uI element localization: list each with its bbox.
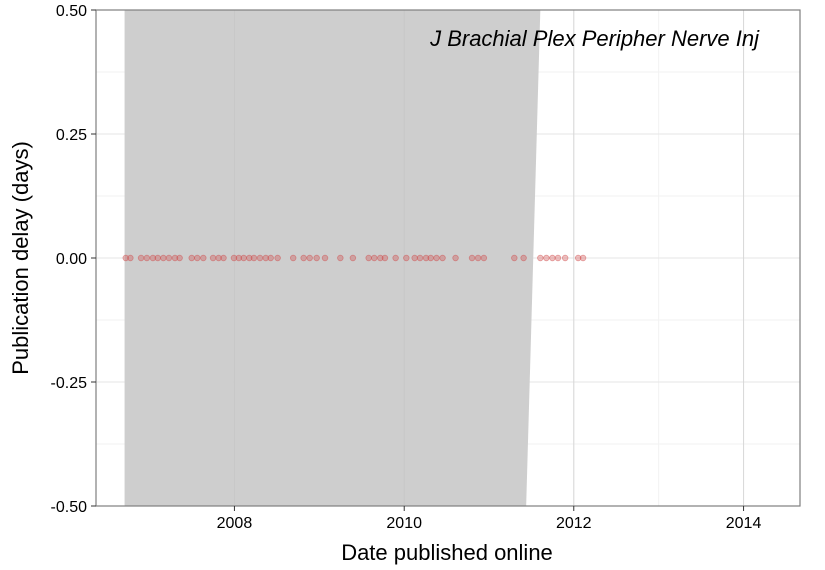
x-axis: 2008 2010 2012 2014	[217, 506, 762, 532]
y-axis-title: Publication delay (days)	[8, 141, 33, 375]
data-point	[579, 254, 587, 262]
data-point	[422, 254, 430, 262]
data-point	[160, 254, 167, 262]
x-axis-title: Date published online	[341, 540, 553, 565]
data-point	[176, 254, 183, 262]
data-point	[403, 254, 410, 262]
data-point	[215, 254, 222, 262]
data-point	[337, 254, 344, 262]
data-point	[194, 254, 201, 262]
data-point	[377, 254, 384, 262]
data-point	[274, 254, 281, 262]
data-point	[267, 254, 274, 262]
y-tick-label: -0.50	[51, 499, 88, 516]
chart-annotation: J Brachial Plex Peripher Nerve Inj	[429, 26, 760, 51]
data-point	[468, 254, 476, 262]
y-tick-label: 0.00	[56, 251, 87, 268]
data-point	[537, 254, 544, 262]
data-point	[349, 254, 357, 262]
data-point	[289, 254, 297, 262]
data-point	[240, 254, 247, 262]
data-point	[392, 254, 399, 262]
data-point	[520, 254, 527, 262]
data-point	[439, 254, 446, 262]
data-point	[262, 254, 269, 262]
x-tick-label: 2014	[726, 515, 762, 532]
data-point	[561, 254, 569, 262]
data-point	[149, 254, 157, 262]
data-point	[154, 254, 161, 262]
y-tick-label: 0.50	[56, 3, 87, 20]
data-point	[200, 254, 207, 262]
y-axis: -0.50 -0.25 0.00 0.25 0.50	[51, 3, 96, 516]
data-point	[230, 254, 238, 262]
data-point	[313, 254, 320, 262]
data-point	[321, 254, 329, 262]
data-point	[127, 254, 134, 262]
data-point	[381, 254, 389, 262]
x-tick-label: 2008	[217, 515, 253, 532]
data-point	[411, 254, 418, 262]
data-point	[452, 254, 459, 262]
data-point	[474, 254, 482, 262]
data-point	[171, 254, 179, 262]
data-point	[549, 254, 556, 262]
data-point	[480, 254, 488, 262]
data-point	[300, 254, 307, 262]
data-point	[220, 254, 227, 262]
data-point	[543, 254, 550, 262]
confidence-band	[124, 10, 541, 506]
y-tick-label: -0.25	[51, 375, 88, 392]
data-point	[188, 254, 195, 262]
data-point	[246, 254, 253, 262]
y-tick-label: 0.25	[56, 127, 87, 144]
data-point	[554, 254, 562, 262]
data-point	[365, 254, 372, 262]
data-point	[209, 254, 217, 262]
data-point	[122, 254, 129, 262]
data-point	[256, 254, 264, 262]
data-point	[574, 254, 582, 262]
data-point	[235, 254, 243, 262]
data-point	[143, 254, 151, 262]
data-point	[306, 254, 313, 262]
x-tick-label: 2012	[556, 515, 592, 532]
data-point	[433, 254, 440, 262]
data-point	[250, 254, 258, 262]
data-point	[511, 254, 518, 262]
x-tick-label: 2010	[386, 515, 422, 532]
data-point	[371, 254, 378, 262]
data-point	[165, 254, 173, 262]
data-point	[137, 254, 145, 262]
data-point	[427, 254, 434, 262]
plot-panel	[95, 9, 801, 507]
data-point	[416, 254, 424, 262]
